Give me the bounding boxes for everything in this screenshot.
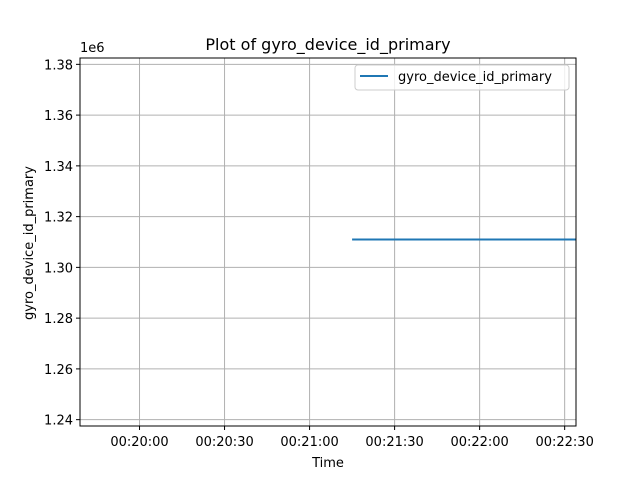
y-tick-label: 1.34 (44, 160, 73, 175)
y-axis-label: gyro_device_id_primary (22, 166, 37, 320)
x-tick-label: 00:22:30 (535, 435, 593, 450)
y-scale-offset: 1e6 (80, 41, 105, 56)
x-tick-label: 00:21:30 (365, 435, 423, 450)
x-tick-label: 00:20:30 (195, 435, 253, 450)
chart-title: Plot of gyro_device_id_primary (205, 35, 450, 55)
y-tick-label: 1.30 (44, 261, 73, 276)
x-axis: 00:20:00 00:20:30 00:21:00 00:21:30 00:22:00… (110, 426, 594, 450)
x-axis-label: Time (311, 456, 344, 471)
y-tick-label: 1.32 (44, 211, 73, 226)
legend-box (354, 64, 570, 91)
y-tick-label: 1.36 (44, 109, 73, 124)
x-tick-label: 00:22:00 (450, 435, 508, 450)
y-tick-label: 1.28 (44, 312, 73, 327)
legend-label: gyro_device_id_primary (398, 70, 552, 85)
legend: gyro_device_id_primary (354, 64, 570, 91)
y-tick-label: 1.24 (44, 414, 73, 429)
y-tick-label: 1.38 (44, 58, 73, 73)
axes-frame (79, 57, 577, 427)
y-axis: 1.24 1.26 1.28 1.30 1.32 1.34 1.36 1.38 (44, 58, 80, 429)
x-tick-label: 00:20:00 (110, 435, 168, 450)
x-tick-label: 00:21:00 (280, 435, 338, 450)
grid (80, 58, 576, 426)
y-tick-label: 1.26 (44, 363, 73, 378)
